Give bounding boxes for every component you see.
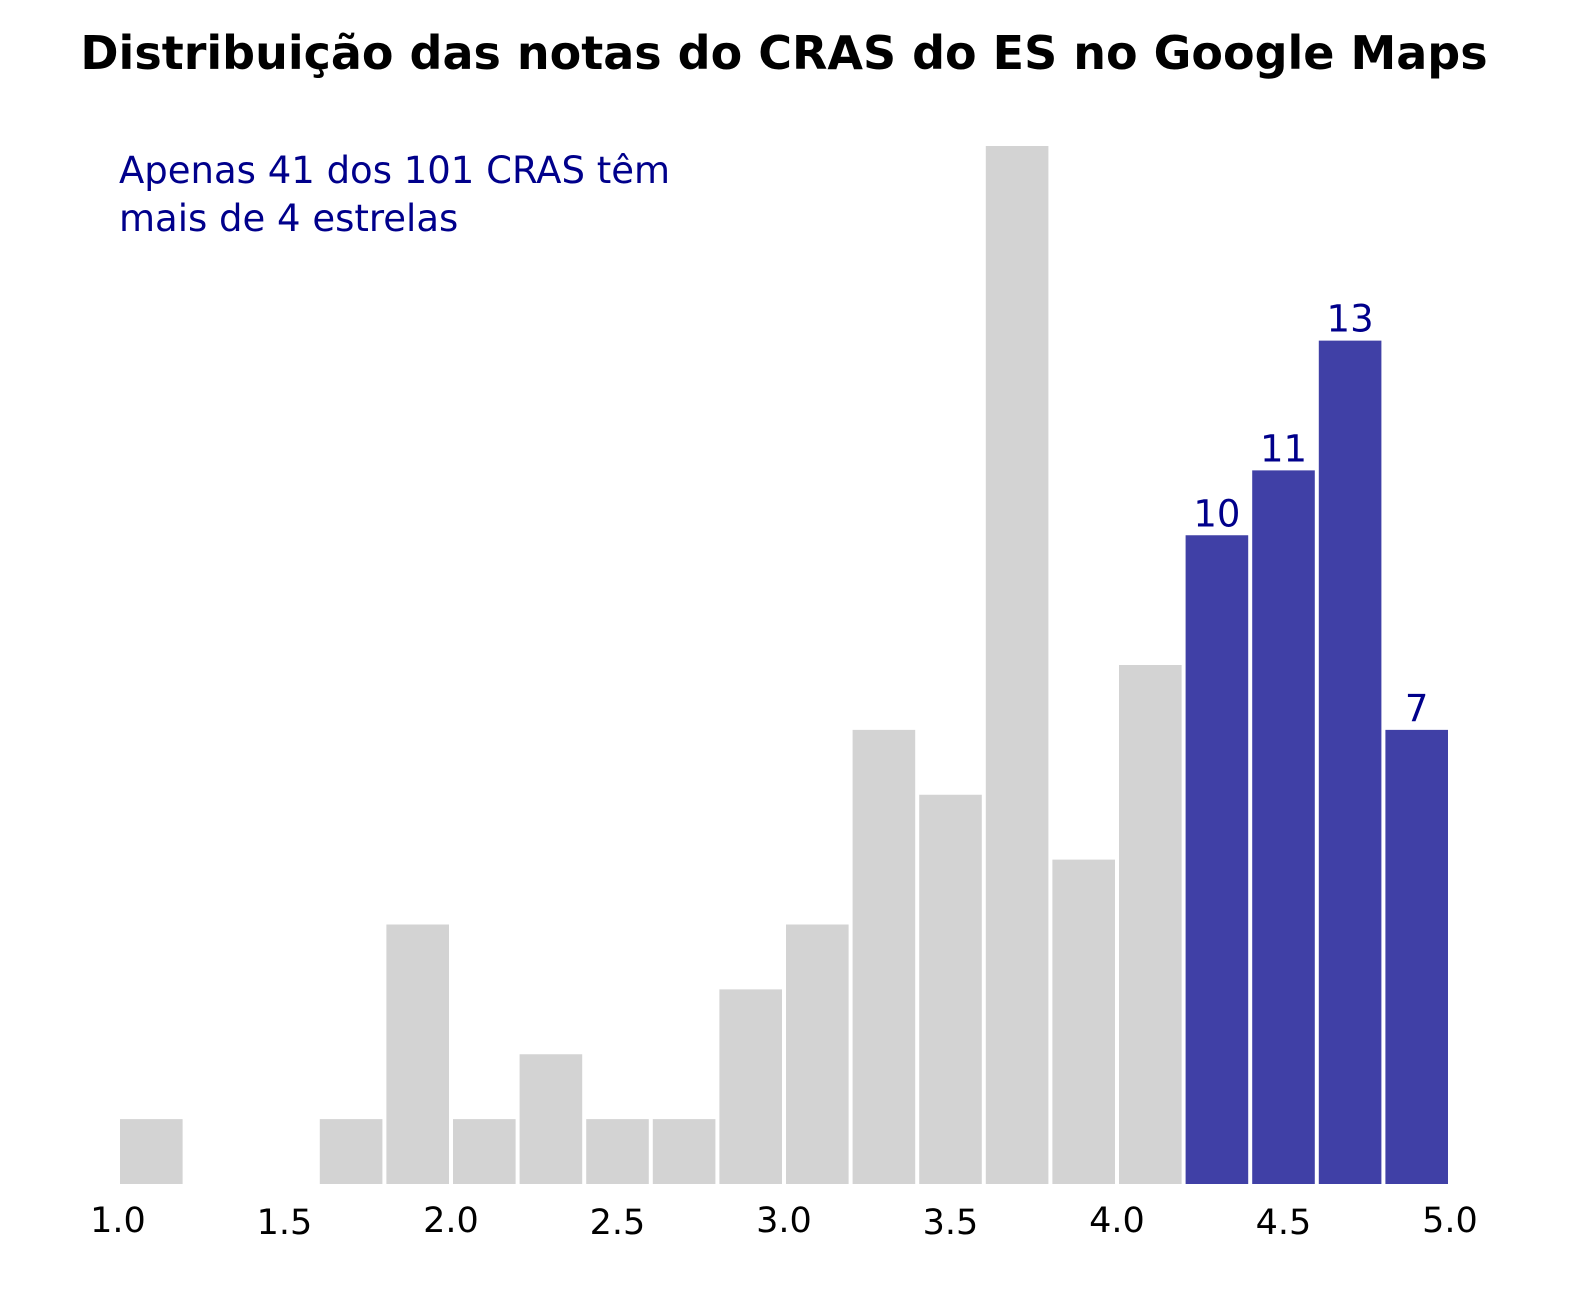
histogram-bar <box>1252 470 1315 1184</box>
histogram-bar <box>1385 729 1448 1184</box>
bar-value-label: 13 <box>1327 298 1374 341</box>
histogram-bar <box>719 989 782 1184</box>
histogram-bar <box>386 924 449 1184</box>
annotation-line-1: Apenas 41 dos 101 CRAS têm <box>119 149 670 192</box>
bar-value-label: 10 <box>1193 492 1240 535</box>
chart-title: Distribuição das notas do CRAS do ES no … <box>80 26 1487 80</box>
histogram-bar <box>586 1119 649 1184</box>
x-axis-ticks: 1.0 1.5 2.0 2.5 3.0 3.5 4.0 4.5 5.0 <box>90 1201 1478 1243</box>
x-tick-label: 1.5 <box>257 1203 313 1243</box>
x-tick-label: 2.0 <box>423 1201 479 1241</box>
x-tick-label: 3.5 <box>923 1203 979 1243</box>
x-tick-label: 1.0 <box>90 1201 146 1241</box>
histogram-bar <box>519 1054 583 1184</box>
bars <box>120 146 1448 1184</box>
histogram-bar <box>1119 665 1182 1184</box>
histogram-bar <box>319 1119 383 1184</box>
histogram-bar <box>1185 535 1249 1184</box>
histogram-bar <box>786 924 849 1184</box>
histogram-bar <box>453 1119 516 1184</box>
annotation-line-2: mais de 4 estrelas <box>119 197 458 240</box>
bar-value-label: 11 <box>1260 427 1307 470</box>
x-tick-label: 4.0 <box>1089 1201 1145 1241</box>
histogram-bar <box>1052 859 1115 1184</box>
histogram-bar <box>120 1119 183 1184</box>
x-tick-label: 3.0 <box>756 1201 812 1241</box>
x-tick-label: 5.0 <box>1422 1201 1478 1241</box>
x-tick-label: 2.5 <box>590 1203 646 1243</box>
x-tick-label: 4.5 <box>1256 1203 1312 1243</box>
histogram-bar <box>652 1119 716 1184</box>
histogram-bar <box>919 794 982 1184</box>
bar-value-label: 7 <box>1405 687 1429 730</box>
histogram-bar <box>1318 340 1382 1184</box>
histogram-bar <box>985 146 1049 1184</box>
bar-labels: 10 11 13 7 <box>1193 298 1428 730</box>
histogram-bar <box>852 729 916 1184</box>
